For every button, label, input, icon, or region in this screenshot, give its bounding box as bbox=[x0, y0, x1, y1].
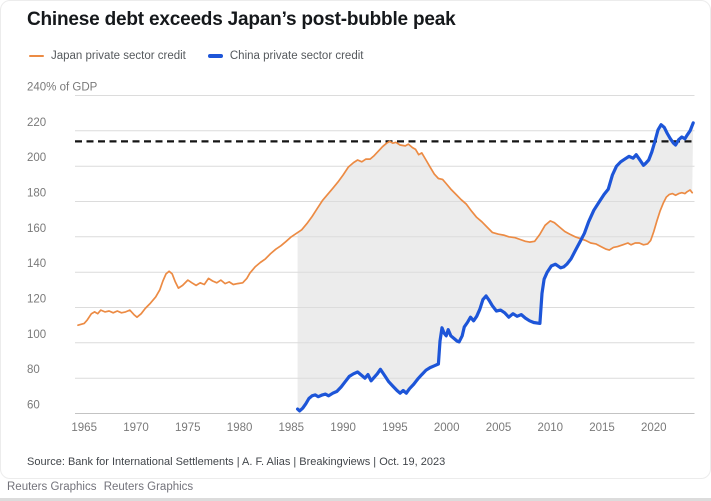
reuters-graphics-link[interactable]: Reuters Graphics bbox=[7, 481, 97, 493]
legend-item-japan: Japan private sector credit bbox=[29, 50, 186, 62]
legend-label-china: China private sector credit bbox=[229, 50, 364, 62]
footer: Reuters Graphics Reuters Graphics bbox=[7, 481, 197, 493]
japan-line-swatch-icon bbox=[29, 54, 44, 58]
x-tick-label: 1995 bbox=[382, 422, 408, 434]
x-tick-label: 2015 bbox=[589, 422, 615, 434]
band-between-series bbox=[297, 122, 694, 411]
x-tick-label: 2010 bbox=[538, 422, 564, 434]
y-tick-label: 200 bbox=[27, 152, 46, 164]
x-tick-label: 1975 bbox=[175, 422, 201, 434]
legend: Japan private sector credit China privat… bbox=[29, 50, 363, 62]
x-tick-label: 1965 bbox=[71, 422, 97, 434]
x-tick-label: 1970 bbox=[123, 422, 149, 434]
x-tick-label: 1990 bbox=[330, 422, 356, 434]
x-tick-label: 2020 bbox=[641, 422, 667, 434]
source-note: Source: Bank for International Settlemen… bbox=[27, 456, 446, 468]
y-tick-label: 60 bbox=[27, 400, 40, 412]
china-line-swatch-icon bbox=[207, 54, 223, 58]
bottom-divider bbox=[0, 498, 711, 501]
x-tick-label: 1980 bbox=[227, 422, 253, 434]
y-tick-label: 180 bbox=[27, 188, 46, 200]
japan-credit-line bbox=[77, 140, 694, 327]
x-tick-label: 2000 bbox=[434, 422, 460, 434]
legend-item-china: China private sector credit bbox=[207, 50, 364, 62]
y-tick-label: 80 bbox=[27, 364, 40, 376]
x-tick-label: 1985 bbox=[279, 422, 305, 434]
y-tick-label: 220 bbox=[27, 117, 46, 129]
y-tick-label: 100 bbox=[27, 329, 46, 341]
line-chart: 60 80 100 120 140 160 180 200 220 240% of GDP 1965… bbox=[27, 82, 695, 434]
reuters-graphics-link[interactable]: Reuters Graphics bbox=[103, 481, 194, 493]
y-tick-label: 140 bbox=[27, 258, 46, 270]
china-credit-line bbox=[296, 121, 695, 413]
legend-label-japan: Japan private sector credit bbox=[51, 50, 186, 62]
y-tick-label: 160 bbox=[27, 223, 46, 235]
y-tick-label: 240% of GDP bbox=[27, 82, 98, 94]
y-tick-label: 120 bbox=[27, 294, 46, 306]
chart-title: Chinese debt exceeds Japan’s post-bubble… bbox=[27, 9, 456, 30]
x-tick-label: 2005 bbox=[486, 422, 512, 434]
